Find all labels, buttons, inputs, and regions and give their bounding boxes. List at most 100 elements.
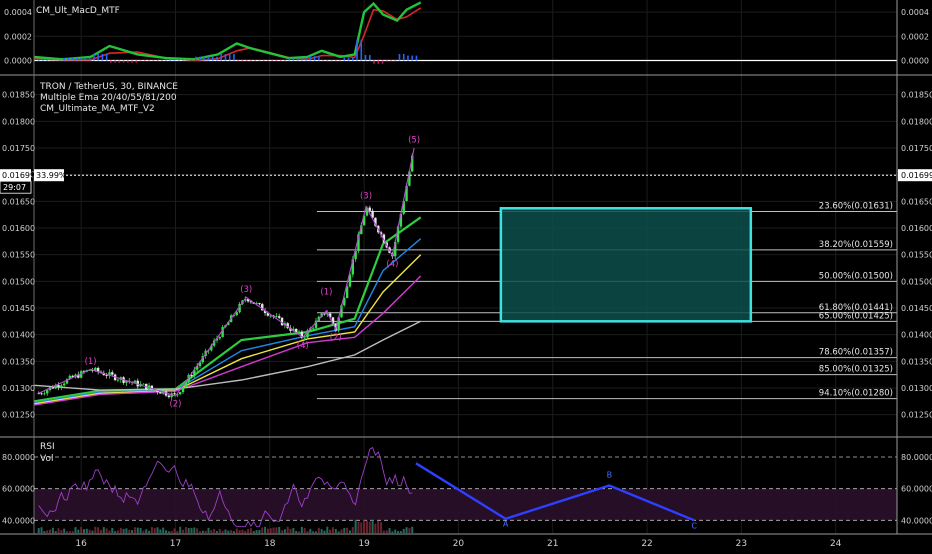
volume-bar — [221, 530, 224, 533]
macd-y-tick-right: 0.0000 — [901, 56, 929, 65]
last-price-right: 0.01699 — [901, 171, 932, 180]
candle-body — [280, 317, 284, 326]
volume-bar — [99, 529, 102, 533]
candle-body — [345, 286, 349, 299]
macd-hist-bar — [59, 59, 61, 61]
candle-body — [331, 317, 335, 324]
last-price-badge-left — [0, 169, 31, 182]
price-panel[interactable]: 23.60%(0.01631) 38.20%(0.01559) 50.00%(0.0… — [33, 136, 897, 410]
x-tick-label: 21 — [547, 539, 558, 549]
macd-hist-bar — [105, 53, 108, 61]
macd-hist-bar — [190, 59, 193, 61]
macd-hist-bar — [402, 53, 405, 61]
candle-body — [91, 370, 94, 371]
volume-bar — [153, 528, 156, 533]
price-y-tick-left: 0.01750 — [2, 144, 35, 153]
macd-hist-bar — [292, 58, 295, 61]
x-tick-label: 24 — [830, 539, 842, 549]
fib-level-label: 65.00%(0.01425) — [819, 311, 893, 321]
candle-body — [351, 259, 354, 275]
candle-body — [136, 380, 139, 387]
candle-body — [396, 226, 400, 242]
macd-hist-bar — [224, 53, 227, 61]
price-y-tick-left: 0.01450 — [2, 304, 35, 313]
macd-title: CM_Ult_MacD_MTF — [36, 6, 120, 16]
volume-bar — [286, 526, 289, 533]
macd-hist-bar — [194, 56, 197, 61]
candle-body — [65, 379, 69, 384]
volume-bar — [292, 527, 295, 533]
volume-bar — [116, 530, 119, 533]
candle-body — [46, 389, 49, 394]
price-y-tick-left: 0.01550 — [2, 251, 35, 260]
macd-hist-bar — [199, 56, 201, 61]
volume-bar — [139, 528, 142, 533]
candle-body — [198, 362, 202, 367]
volume-bar — [261, 527, 264, 533]
macd-y-tick-left: 0.0002 — [4, 32, 32, 41]
volume-bar — [179, 526, 182, 533]
fib-level-label: 23.60%(0.01631) — [819, 201, 893, 211]
macd-hist-bar — [54, 59, 57, 61]
candle-body — [328, 313, 332, 318]
candle-body — [323, 313, 326, 315]
candle-body — [116, 379, 120, 381]
rsi-y-tick-right: 40.0000 — [901, 516, 932, 525]
macd-hist-bar — [228, 53, 231, 61]
rsi-y-tick-right: 80.0000 — [901, 453, 932, 462]
macd-hist-bar — [139, 60, 142, 62]
volume-bar — [80, 527, 83, 533]
fib-level-label: 85.00%(0.01325) — [819, 365, 893, 375]
macd-hist-bar — [284, 60, 286, 62]
indicator-ema-label: Multiple Ema 20/40/55/81/200 — [40, 93, 177, 103]
candle-body — [195, 366, 199, 370]
volume-bar — [156, 527, 159, 533]
volume-bar — [182, 529, 185, 533]
candle-body — [314, 320, 318, 328]
macd-hist-bar — [122, 60, 125, 63]
macd-hist-bar — [114, 60, 116, 63]
macd-hist-bar — [356, 39, 358, 61]
volume-bar — [385, 530, 388, 533]
volume-bar — [63, 528, 66, 533]
ema-line — [33, 254, 422, 405]
candle-body — [394, 241, 397, 257]
volume-bar — [122, 528, 125, 533]
ema-line — [33, 320, 422, 391]
candle-body — [184, 381, 188, 387]
macd-y-tick-left: 0.0004 — [4, 8, 32, 17]
candle-body — [295, 328, 298, 333]
macd-hist-bar — [390, 60, 392, 62]
candle-body — [167, 395, 171, 398]
rsi-panel[interactable]: A B C — [34, 446, 897, 534]
macd-hist-bar — [207, 56, 210, 61]
macd-panel[interactable] — [33, 1, 897, 64]
volume-bar — [170, 530, 173, 533]
macd-hist-bar — [254, 60, 256, 62]
macd-hist-bar — [177, 59, 180, 61]
volume-bar — [102, 527, 105, 533]
volume-bar — [295, 530, 298, 533]
candle-body — [215, 338, 219, 341]
fib-level-label: 78.60%(0.01357) — [819, 348, 893, 358]
candle-body — [51, 387, 55, 389]
volume-bar — [145, 529, 148, 533]
candle-body — [405, 185, 408, 202]
macd-hist-bar — [381, 60, 384, 64]
macd-hist-bar — [407, 55, 409, 61]
volume-bar — [343, 527, 346, 533]
price-y-tick-right: 0.01400 — [901, 331, 932, 340]
price-y-tick-left: 0.01500 — [2, 277, 35, 286]
candle-body — [94, 367, 97, 371]
candle-body — [54, 385, 57, 389]
volume-bar — [326, 526, 329, 533]
volume-bar — [283, 529, 286, 533]
volume-bar — [167, 531, 170, 533]
candle-body — [300, 331, 304, 338]
fib-level-label: 50.00%(0.01500) — [819, 271, 893, 281]
volume-bar — [60, 529, 63, 533]
macd-hist-bar — [279, 60, 282, 62]
